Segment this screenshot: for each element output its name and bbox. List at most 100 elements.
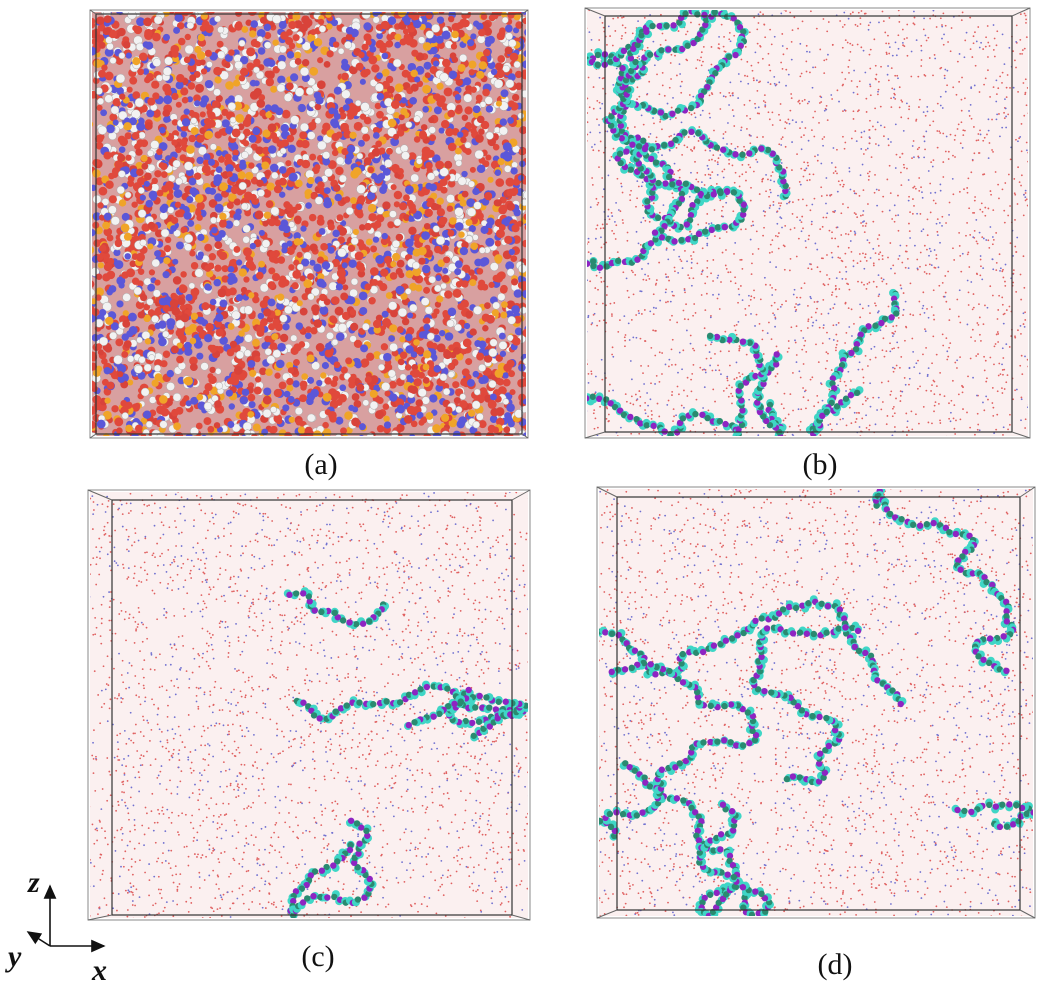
- solvent-dot: [612, 389, 614, 392]
- particle: [150, 140, 160, 150]
- solvent-dot: [592, 86, 595, 88]
- solvent-dot: [617, 16, 619, 19]
- solvent-dot: [929, 124, 931, 127]
- particle: [444, 160, 453, 169]
- particle: [404, 333, 413, 342]
- solvent-dot: [1017, 90, 1019, 93]
- solvent-dot: [587, 251, 590, 253]
- particle: [330, 118, 339, 127]
- particle: [167, 328, 174, 335]
- particle: [286, 384, 294, 392]
- solvent-dot: [619, 210, 622, 213]
- particle: [137, 371, 146, 380]
- solvent-dot: [899, 366, 901, 369]
- particle: [473, 20, 480, 27]
- particle: [92, 420, 96, 429]
- solvent-dot: [701, 270, 704, 273]
- solvent-dot: [804, 389, 807, 392]
- particle: [446, 319, 455, 328]
- particle: [174, 201, 182, 208]
- particle: [321, 261, 331, 270]
- particle: [424, 72, 431, 79]
- solvent-dot: [716, 173, 719, 176]
- solvent-dot: [982, 267, 985, 269]
- solvent-dot: [611, 353, 614, 356]
- solvent-dot: [868, 175, 870, 178]
- particle: [485, 237, 495, 247]
- particle: [95, 294, 102, 301]
- particle: [111, 405, 119, 413]
- particle: [96, 419, 106, 429]
- particle: [348, 404, 355, 411]
- particle: [292, 34, 300, 42]
- particle: [435, 235, 446, 246]
- particle: [196, 214, 203, 221]
- solvent-dot: [800, 329, 803, 332]
- particle: [265, 77, 275, 87]
- particle: [364, 222, 372, 231]
- particle: [224, 220, 234, 229]
- solvent-dot: [665, 301, 667, 304]
- particle: [98, 336, 109, 346]
- solvent-dot: [984, 206, 987, 209]
- particle: [333, 361, 341, 369]
- particle: [221, 265, 229, 273]
- solvent-dot: [883, 355, 886, 358]
- particle: [229, 340, 238, 348]
- solvent-dot: [999, 269, 1001, 272]
- particle: [454, 93, 462, 101]
- particle: [339, 384, 347, 392]
- solvent-dot: [789, 11, 792, 14]
- solvent-dot: [779, 119, 782, 122]
- particle: [103, 151, 112, 160]
- solvent-dot: [897, 194, 899, 197]
- particle: [372, 12, 379, 17]
- particle: [493, 79, 504, 89]
- particle: [193, 94, 201, 103]
- solvent-dot: [701, 109, 704, 112]
- particle: [383, 421, 392, 429]
- solvent-dot: [674, 54, 676, 57]
- particle: [97, 125, 107, 135]
- solvent-dot: [740, 126, 743, 129]
- solvent-dot: [765, 190, 767, 193]
- solvent-dot: [778, 81, 781, 84]
- particle: [455, 406, 463, 414]
- particle: [449, 217, 457, 225]
- particle: [423, 61, 432, 70]
- solvent-dot: [705, 357, 708, 360]
- particle: [307, 273, 314, 281]
- particle: [241, 151, 249, 159]
- particle: [178, 284, 187, 292]
- solvent-dot: [865, 97, 868, 100]
- particle: [323, 298, 331, 306]
- particle: [227, 277, 235, 285]
- solvent-dot: [711, 171, 714, 174]
- solvent-dot: [848, 59, 851, 62]
- particle: [404, 288, 412, 295]
- particle: [125, 52, 132, 59]
- particle: [507, 117, 514, 124]
- particle: [95, 87, 103, 95]
- particle: [353, 400, 362, 408]
- particle: [356, 383, 365, 392]
- solvent-dot: [630, 395, 633, 398]
- particle: [397, 307, 408, 318]
- particle: [196, 134, 205, 143]
- particle: [495, 229, 505, 239]
- particle: [262, 408, 272, 418]
- solvent-dot: [855, 213, 857, 216]
- particle: [138, 52, 148, 62]
- solvent-dot: [602, 151, 605, 154]
- solvent-dot: [620, 185, 623, 188]
- particle: [140, 154, 148, 162]
- particle: [448, 70, 458, 80]
- particle: [461, 114, 469, 121]
- particle: [330, 393, 339, 402]
- solvent-dot: [801, 100, 804, 102]
- particle: [293, 259, 300, 266]
- particle: [234, 60, 243, 70]
- particle: [92, 246, 95, 254]
- particle: [225, 389, 233, 397]
- solvent-dot: [1002, 268, 1004, 271]
